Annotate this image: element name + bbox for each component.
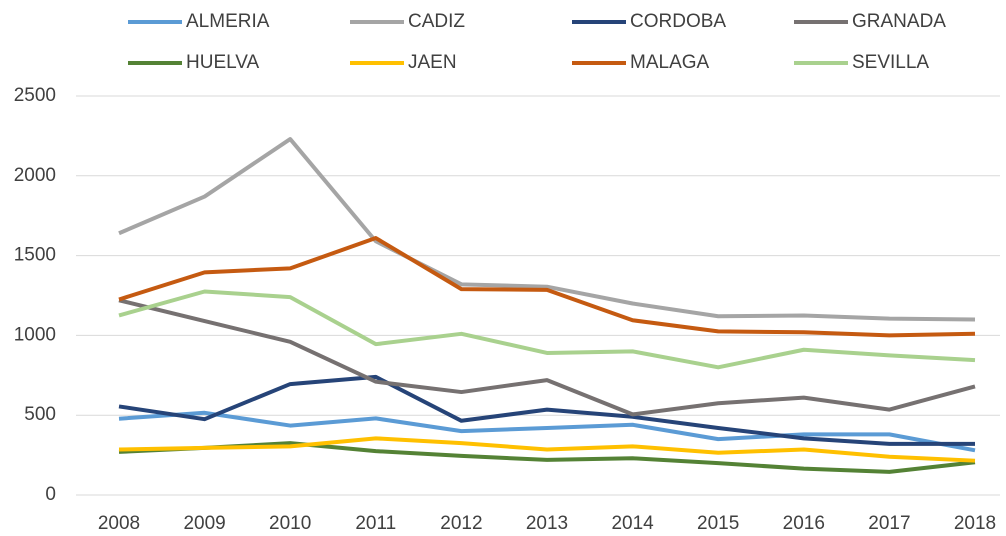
series-line xyxy=(118,298,976,417)
x-tick-label: 2011 xyxy=(355,513,396,534)
series-line xyxy=(118,436,976,463)
series-line xyxy=(118,137,976,322)
x-tick-label: 2017 xyxy=(868,513,910,534)
x-tick-label: 2009 xyxy=(183,513,225,534)
series-line xyxy=(118,441,976,474)
x-tick-label: 2010 xyxy=(269,513,311,534)
legend-label: ALMERIA xyxy=(186,11,270,32)
series-line xyxy=(118,236,976,338)
series-line xyxy=(118,410,976,453)
y-tick-label: 0 xyxy=(45,484,56,505)
x-tick-label: 2008 xyxy=(98,513,140,534)
x-tick-label: 2013 xyxy=(526,513,568,534)
x-tick-label: 2015 xyxy=(697,513,739,534)
y-tick-label: 1000 xyxy=(14,324,56,345)
legend-label: CORDOBA xyxy=(630,11,726,32)
legend-label: GRANADA xyxy=(852,11,946,32)
x-tick-label: 2012 xyxy=(440,513,482,534)
legend-label: SEVILLA xyxy=(852,52,929,73)
legend-label: JAEN xyxy=(408,52,457,73)
series-line xyxy=(118,374,975,446)
y-tick-label: 1500 xyxy=(14,245,56,266)
x-tick-label: 2018 xyxy=(954,513,996,534)
series-line xyxy=(118,289,976,370)
legend-label: MALAGA xyxy=(630,52,710,73)
legend-label: HUELVA xyxy=(186,52,260,73)
x-tick-label: 2016 xyxy=(783,513,825,534)
y-tick-label: 2500 xyxy=(14,85,56,106)
y-tick-label: 500 xyxy=(24,404,56,425)
x-tick-label: 2014 xyxy=(611,513,654,534)
legend-label: CADIZ xyxy=(408,11,465,32)
y-tick-label: 2000 xyxy=(14,165,56,186)
